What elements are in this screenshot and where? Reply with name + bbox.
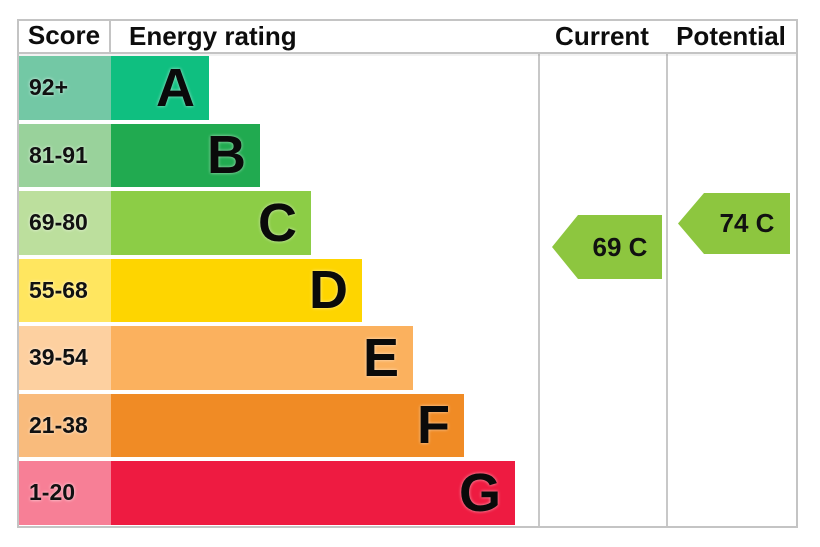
rating-bar-e: E [111, 326, 413, 390]
score-range-a: 92+ [19, 56, 111, 120]
rating-bar-b: B [111, 123, 260, 187]
score-range-c: 69-80 [19, 191, 111, 255]
rating-bar-f: F [111, 393, 464, 457]
rating-band-row: 21-38 F [19, 393, 515, 457]
band-letter-e: E [362, 327, 399, 388]
rating-bar-a: A [111, 56, 209, 120]
rating-band-row: 55-68 D [19, 258, 515, 322]
score-range-d: 55-68 [19, 258, 111, 322]
band-letter-f: F [417, 395, 450, 456]
rating-bands: 92+ A 81-91 B 69-80 C 55-68 D 39-54 E 21-38 F 1-20 G [19, 56, 515, 525]
current-column-divider [538, 21, 540, 526]
rating-bar-c: C [111, 191, 311, 255]
band-letter-g: G [458, 462, 501, 523]
band-letter-c: C [258, 192, 297, 253]
rating-band-row: 92+ A [19, 56, 515, 120]
header-potential: Potential [676, 21, 786, 51]
rating-bar-g: G [111, 461, 515, 525]
header-score: Score [19, 21, 111, 52]
current-rating-label: 69 C [592, 231, 648, 262]
score-range-e: 39-54 [19, 326, 111, 390]
energy-rating-table: Score Energy rating Current Potential 92… [17, 19, 798, 528]
header-current: Current [555, 21, 649, 51]
potential-column-divider [666, 21, 668, 526]
score-range-b: 81-91 [19, 123, 111, 187]
table-header: Score Energy rating Current Potential [19, 21, 796, 54]
score-range-g: 1-20 [19, 461, 111, 525]
band-letter-b: B [207, 125, 246, 186]
rating-band-row: 69-80 C [19, 191, 515, 255]
rating-bar-d: D [111, 258, 362, 322]
header-energy-rating: Energy rating [129, 21, 297, 51]
current-rating-arrow: 69 C [552, 215, 662, 279]
score-range-f: 21-38 [19, 393, 111, 457]
rating-band-row: 81-91 B [19, 123, 515, 187]
band-letter-d: D [309, 260, 348, 321]
rating-band-row: 39-54 E [19, 326, 515, 390]
rating-band-row: 1-20 G [19, 461, 515, 525]
band-letter-a: A [156, 57, 195, 118]
potential-rating-arrow: 74 C [678, 193, 790, 254]
potential-rating-label: 74 C [719, 208, 775, 238]
